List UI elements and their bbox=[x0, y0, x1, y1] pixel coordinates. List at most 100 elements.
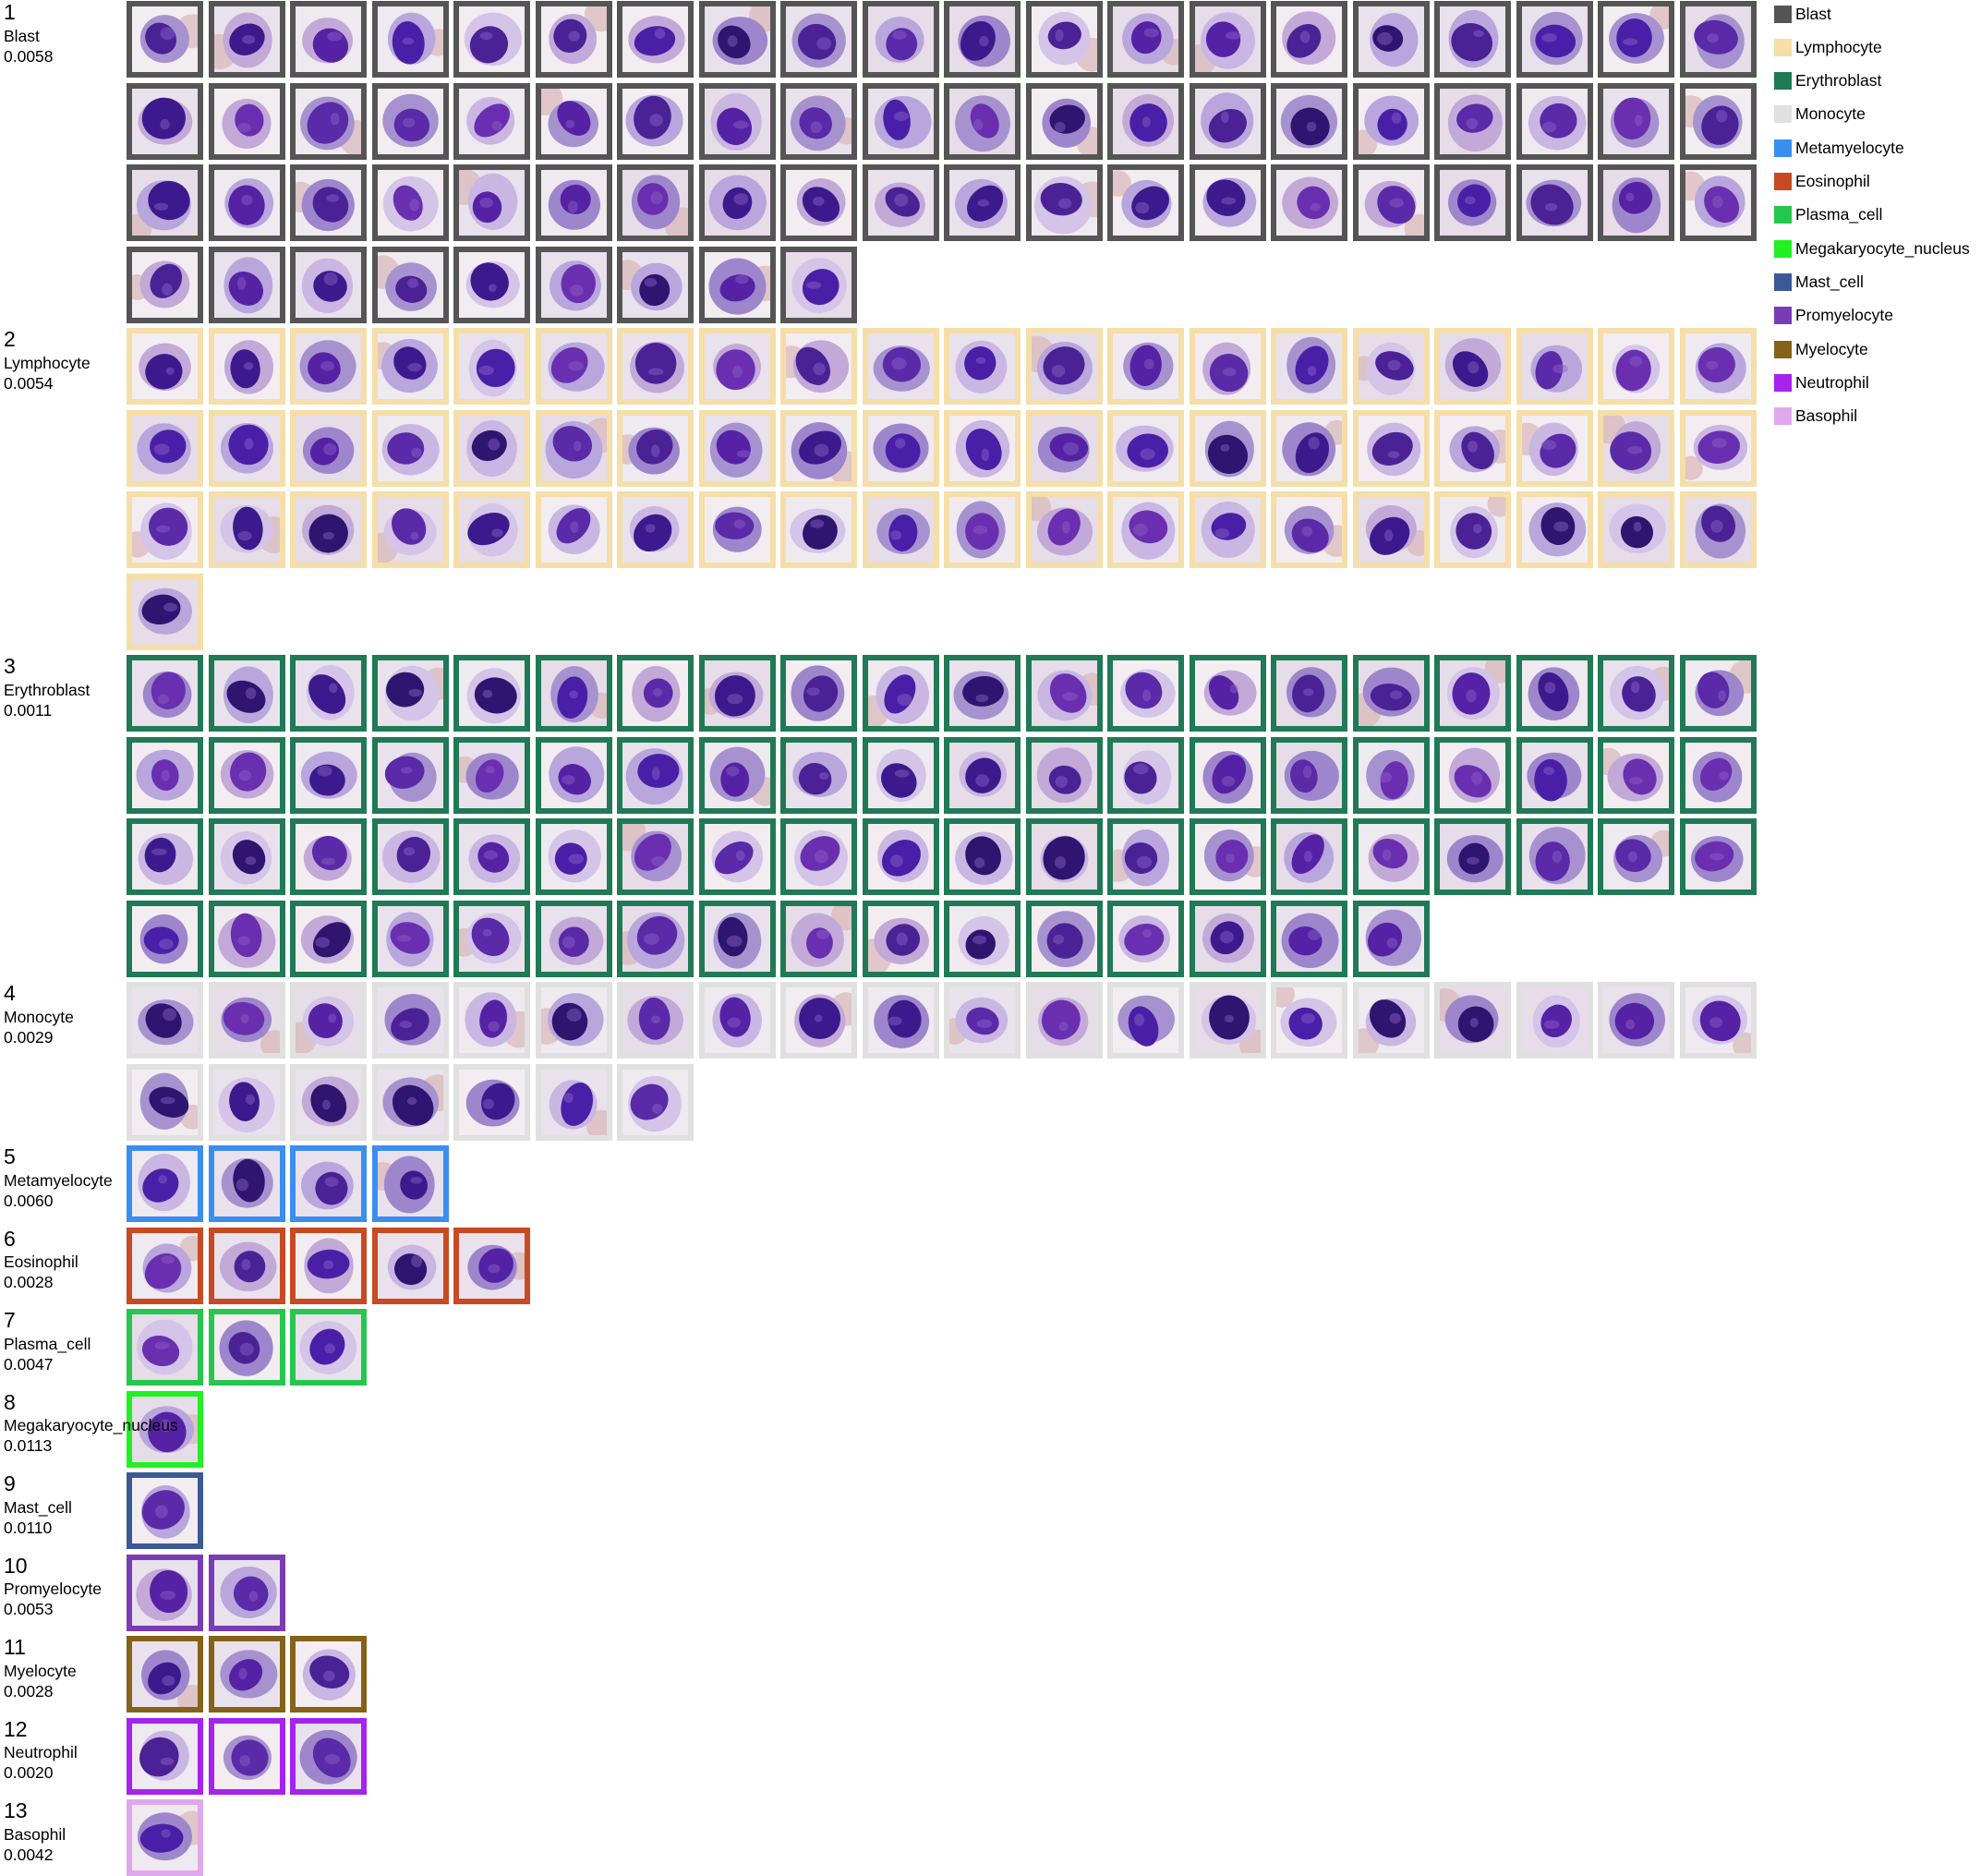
cell-image-tile bbox=[535, 1, 612, 78]
cell-image-tile bbox=[780, 409, 857, 487]
cell-image bbox=[296, 987, 361, 1053]
cell-image bbox=[213, 905, 280, 972]
legend-label: Mast_cell bbox=[1795, 272, 1864, 291]
cell-image-tile bbox=[780, 1, 857, 78]
cell-image bbox=[132, 415, 198, 481]
cell-image bbox=[622, 6, 688, 72]
cell-image bbox=[1685, 88, 1751, 154]
cell-image-tile bbox=[371, 982, 449, 1059]
cell-image-tile bbox=[290, 82, 367, 160]
legend-label: Basophil bbox=[1795, 406, 1858, 426]
cell-image bbox=[213, 1559, 280, 1626]
cell-image bbox=[1440, 88, 1505, 154]
group-name: Promyelocyte bbox=[4, 1579, 103, 1599]
cell-image-tile bbox=[290, 328, 367, 405]
cell-image-tile bbox=[1271, 409, 1347, 487]
group-label-metamyelocyte: 5 Metamyelocyte 0.0060 bbox=[4, 1144, 113, 1211]
cell-image bbox=[296, 1641, 361, 1707]
cell-image-tile bbox=[127, 491, 203, 568]
cell-image bbox=[1521, 333, 1588, 399]
cell-image-tile bbox=[1271, 491, 1347, 568]
cell-image-tile bbox=[453, 164, 530, 241]
cell-image bbox=[540, 905, 607, 972]
cell-image bbox=[1521, 660, 1588, 726]
cell-image-tile bbox=[1434, 164, 1511, 241]
cell-image-tile bbox=[1434, 491, 1511, 568]
legend-swatch bbox=[1774, 139, 1792, 157]
cell-image-tile bbox=[1516, 982, 1593, 1059]
group-score: 0.0029 bbox=[4, 1027, 54, 1047]
cell-image bbox=[1685, 824, 1751, 890]
cell-image bbox=[1603, 660, 1669, 726]
cell-image bbox=[1113, 333, 1178, 399]
cell-image-tile bbox=[1434, 409, 1511, 487]
cell-image bbox=[1603, 415, 1669, 481]
cell-image bbox=[132, 1641, 198, 1707]
cell-image-tile bbox=[1107, 900, 1184, 977]
cell-image bbox=[377, 415, 443, 481]
cell-image bbox=[296, 497, 361, 563]
legend-item-plasma_cell: Plasma_cell bbox=[1774, 205, 1882, 225]
cell-image bbox=[540, 1069, 607, 1135]
cell-image bbox=[132, 497, 198, 563]
legend-item-erythroblast: Erythroblast bbox=[1774, 71, 1881, 91]
legend-item-blast: Blast bbox=[1774, 4, 1831, 24]
cell-image-tile bbox=[698, 328, 776, 405]
cell-image-tile bbox=[1271, 900, 1347, 977]
cell-image-tile bbox=[1516, 736, 1593, 814]
cell-image-tile bbox=[208, 1, 285, 78]
legend-swatch bbox=[1774, 407, 1792, 426]
cell-image-tile bbox=[290, 164, 367, 241]
cell-image-tile bbox=[944, 82, 1021, 160]
group-score: 0.0042 bbox=[4, 1845, 54, 1864]
cell-image bbox=[949, 987, 1015, 1053]
cell-image bbox=[1031, 497, 1097, 563]
group-index: 10 bbox=[4, 1553, 28, 1578]
cell-image-tile bbox=[944, 655, 1021, 732]
cell-image bbox=[132, 1723, 198, 1789]
cell-image-tile bbox=[862, 164, 939, 241]
cell-image bbox=[949, 333, 1015, 399]
cell-image-tile bbox=[208, 164, 285, 241]
legend-label: Megakaryocyte_nucleus bbox=[1795, 238, 1970, 258]
cell-image-tile bbox=[535, 655, 612, 732]
group-score: 0.0047 bbox=[4, 1354, 54, 1374]
cell-image bbox=[1603, 88, 1669, 154]
cell-image bbox=[459, 6, 525, 72]
cell-image-tile bbox=[862, 900, 939, 977]
cell-image-tile bbox=[127, 818, 203, 895]
cell-image bbox=[1603, 824, 1669, 890]
cell-image bbox=[1113, 742, 1178, 808]
cell-image bbox=[867, 905, 934, 972]
cell-image bbox=[1194, 333, 1261, 399]
cell-image-tile bbox=[208, 1717, 285, 1795]
cell-image-tile bbox=[1434, 328, 1511, 405]
cell-image bbox=[786, 170, 852, 236]
cell-image-tile bbox=[535, 409, 612, 487]
cell-image-tile bbox=[1352, 1, 1430, 78]
cell-image bbox=[786, 415, 852, 481]
cell-image-tile bbox=[780, 328, 857, 405]
cell-image bbox=[1685, 170, 1751, 236]
cell-image-tile bbox=[1598, 328, 1674, 405]
cell-image bbox=[1031, 333, 1097, 399]
cell-image bbox=[1685, 6, 1751, 72]
cell-image-tile bbox=[453, 409, 530, 487]
cell-image-tile bbox=[208, 1309, 285, 1386]
cell-image-tile bbox=[453, 328, 530, 405]
cell-image bbox=[1685, 497, 1751, 563]
cell-image bbox=[540, 6, 607, 72]
legend-item-metamyelocyte: Metamyelocyte bbox=[1774, 138, 1904, 158]
cell-image bbox=[1358, 905, 1424, 972]
cell-image-tile bbox=[535, 246, 612, 323]
cell-image-tile bbox=[1598, 736, 1674, 814]
cell-image-tile bbox=[1352, 82, 1430, 160]
legend-item-neutrophil: Neutrophil bbox=[1774, 372, 1869, 393]
cell-image-tile bbox=[944, 328, 1021, 405]
group-label-blast: 1 Blast 0.0058 bbox=[4, 0, 54, 67]
cell-image-tile bbox=[1516, 409, 1593, 487]
cell-image-tile bbox=[127, 1554, 203, 1631]
cell-image-tile bbox=[1025, 982, 1103, 1059]
cell-image-tile bbox=[127, 1472, 203, 1549]
group-index: 11 bbox=[4, 1635, 26, 1659]
